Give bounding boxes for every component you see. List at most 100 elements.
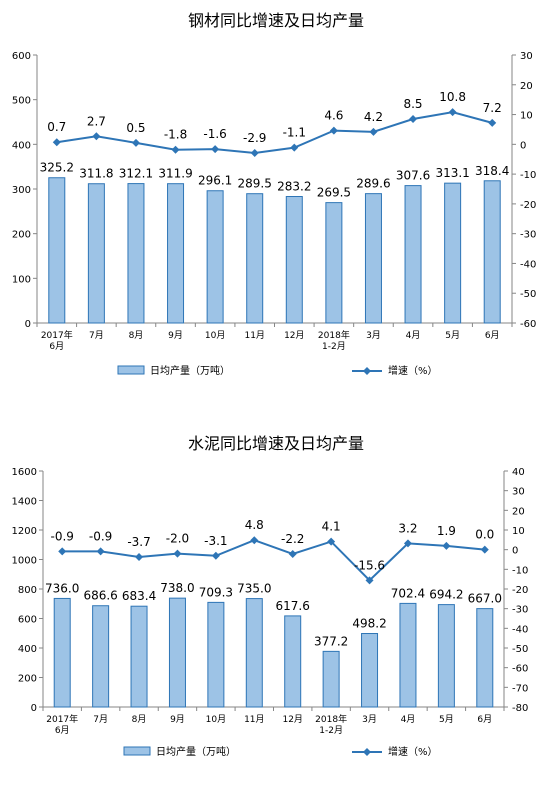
cement-bar-label: 683.4 (122, 589, 156, 603)
cement-bar (207, 601, 225, 708)
cement-legend-line-marker (363, 748, 371, 756)
cement-bar (437, 604, 455, 708)
steel-bar (167, 183, 185, 324)
cement-line-point (58, 547, 67, 556)
cement-line-point (135, 552, 144, 561)
steel-right-tick-label: -60 (520, 319, 536, 330)
steel-left-tick-label: 600 (12, 51, 31, 62)
cement-bar (322, 650, 340, 708)
cement-line-point (403, 539, 412, 548)
cement-legend-bar-label: 日均产量（万吨） (156, 745, 236, 758)
cement-right-tick-label: -60 (512, 664, 528, 675)
cement-x-tick-label: 9月 (170, 714, 185, 725)
cement-x-tick-label: 4月 (401, 714, 416, 725)
cement-line-point (288, 549, 297, 558)
steel-bar-label: 269.5 (317, 186, 351, 200)
steel-line-point (488, 118, 497, 127)
cement-line-label: -2.2 (281, 532, 304, 546)
cement-line-label: 4.8 (245, 518, 264, 532)
cement-line-point (173, 549, 182, 558)
cement-line-label: -2.0 (166, 532, 189, 546)
steel-bar-label: 283.2 (277, 180, 311, 194)
steel-left-tick-label: 100 (12, 274, 31, 285)
steel-line-label: 7.2 (483, 101, 502, 115)
cement-bar-label: 686.6 (83, 589, 117, 603)
cement-line-point (250, 536, 259, 545)
steel-line-point (211, 145, 220, 154)
cement-bar (361, 633, 379, 708)
steel-x-tick-label: 9月 (168, 330, 183, 341)
steel-right-tick-label: 0 (520, 140, 526, 151)
cement-right-tick-label: 20 (512, 506, 525, 517)
steel-legend-bar-label: 日均产量（万吨） (150, 364, 230, 377)
cement-x-tick-label: 6月 (55, 725, 70, 736)
cement-line-point (211, 551, 220, 560)
steel-line-label: -1.8 (164, 128, 187, 142)
cement-x-tick-label: 6月 (477, 714, 492, 725)
cement-left-tick-label: 1600 (12, 467, 37, 478)
cement-bar (245, 598, 263, 708)
steel-left-tick-label: 0 (25, 319, 31, 330)
cement-x-tick-label: 12月 (282, 714, 302, 725)
cement-line-label: -0.9 (50, 529, 73, 543)
cement-bar-label: 735.0 (237, 582, 271, 596)
cement-bar (284, 615, 302, 708)
steel-legend-line-label: 增速（%） (388, 364, 438, 377)
steel-x-tick-label: 4月 (406, 330, 421, 341)
cement-bar-label: 617.6 (276, 599, 310, 613)
steel-bar (48, 177, 66, 324)
cement-left-tick-label: 0 (31, 703, 37, 714)
steel-left-tick-label: 300 (12, 185, 31, 196)
cement-left-tick-label: 800 (18, 585, 37, 596)
steel-right-tick-label: -50 (520, 289, 536, 300)
cement-right-tick-label: 10 (512, 526, 525, 537)
steel-bar-label: 296.1 (198, 174, 232, 188)
cement-line-label: 3.2 (398, 521, 417, 535)
steel-right-tick-label: 30 (520, 51, 533, 62)
cement-right-tick-label: -50 (512, 644, 528, 655)
cement-bar-label: 694.2 (429, 588, 463, 602)
cement-right-tick-label: -80 (512, 703, 528, 714)
cement-bar (168, 597, 186, 708)
steel-bar-label: 312.1 (119, 167, 153, 181)
steel-bar (404, 185, 422, 324)
steel-line-point (171, 145, 180, 154)
cement-bar (399, 602, 417, 708)
cement-line-point (480, 545, 489, 554)
steel-x-tick-label: 6月 (485, 330, 500, 341)
steel-x-tick-label: 3月 (366, 330, 381, 341)
steel-bar-label: 318.4 (475, 164, 509, 178)
cement-left-tick-label: 1000 (12, 556, 37, 567)
cement-x-tick-label: 5月 (439, 714, 454, 725)
cement-left-tick-label: 600 (18, 615, 37, 626)
steel-bar (325, 202, 343, 324)
steel-x-tick-label: 8月 (129, 330, 144, 341)
steel-line-point (52, 138, 61, 147)
steel-line-point (92, 132, 101, 141)
steel-line-point (131, 138, 140, 147)
cement-right-tick-label: -20 (512, 585, 528, 596)
cement-x-tick-label: 2017年 (46, 713, 78, 725)
steel-line-point (329, 126, 338, 135)
cement-bar-label: 702.4 (391, 586, 425, 600)
cement-right-tick-label: 0 (512, 546, 518, 557)
cement-legend-line-label: 增速（%） (388, 745, 438, 758)
steel-right-tick-label: 10 (520, 111, 533, 122)
cement-chart: 水泥同比增速及日均产量 0 200 400 600 800 1000 1200 1400 1600… (0, 393, 553, 786)
cement-right-tick-label: -30 (512, 605, 528, 616)
steel-bar (285, 196, 303, 324)
steel-bar (364, 193, 382, 324)
cement-x-tick-label: 11月 (244, 714, 264, 725)
cement-chart-title: 水泥同比增速及日均产量 (188, 434, 364, 453)
steel-right-tick-label: -20 (520, 200, 536, 211)
cement-right-tick-label: 40 (512, 467, 525, 478)
steel-chart-svg: 钢材同比增速及日均产量0100200300400500600-60-50-40-… (12, 11, 536, 377)
steel-left-tick-label: 500 (12, 96, 31, 107)
cement-bar-label: 377.2 (314, 634, 348, 648)
cement-bar (130, 605, 148, 708)
cement-chart-svg: 水泥同比增速及日均产量02004006008001000120014001600… (12, 434, 529, 758)
cement-line-label: -15.6 (354, 558, 385, 572)
cement-x-tick-label: 7月 (93, 714, 108, 725)
steel-bar (444, 182, 462, 324)
cement-legend-bar-swatch (123, 746, 151, 756)
